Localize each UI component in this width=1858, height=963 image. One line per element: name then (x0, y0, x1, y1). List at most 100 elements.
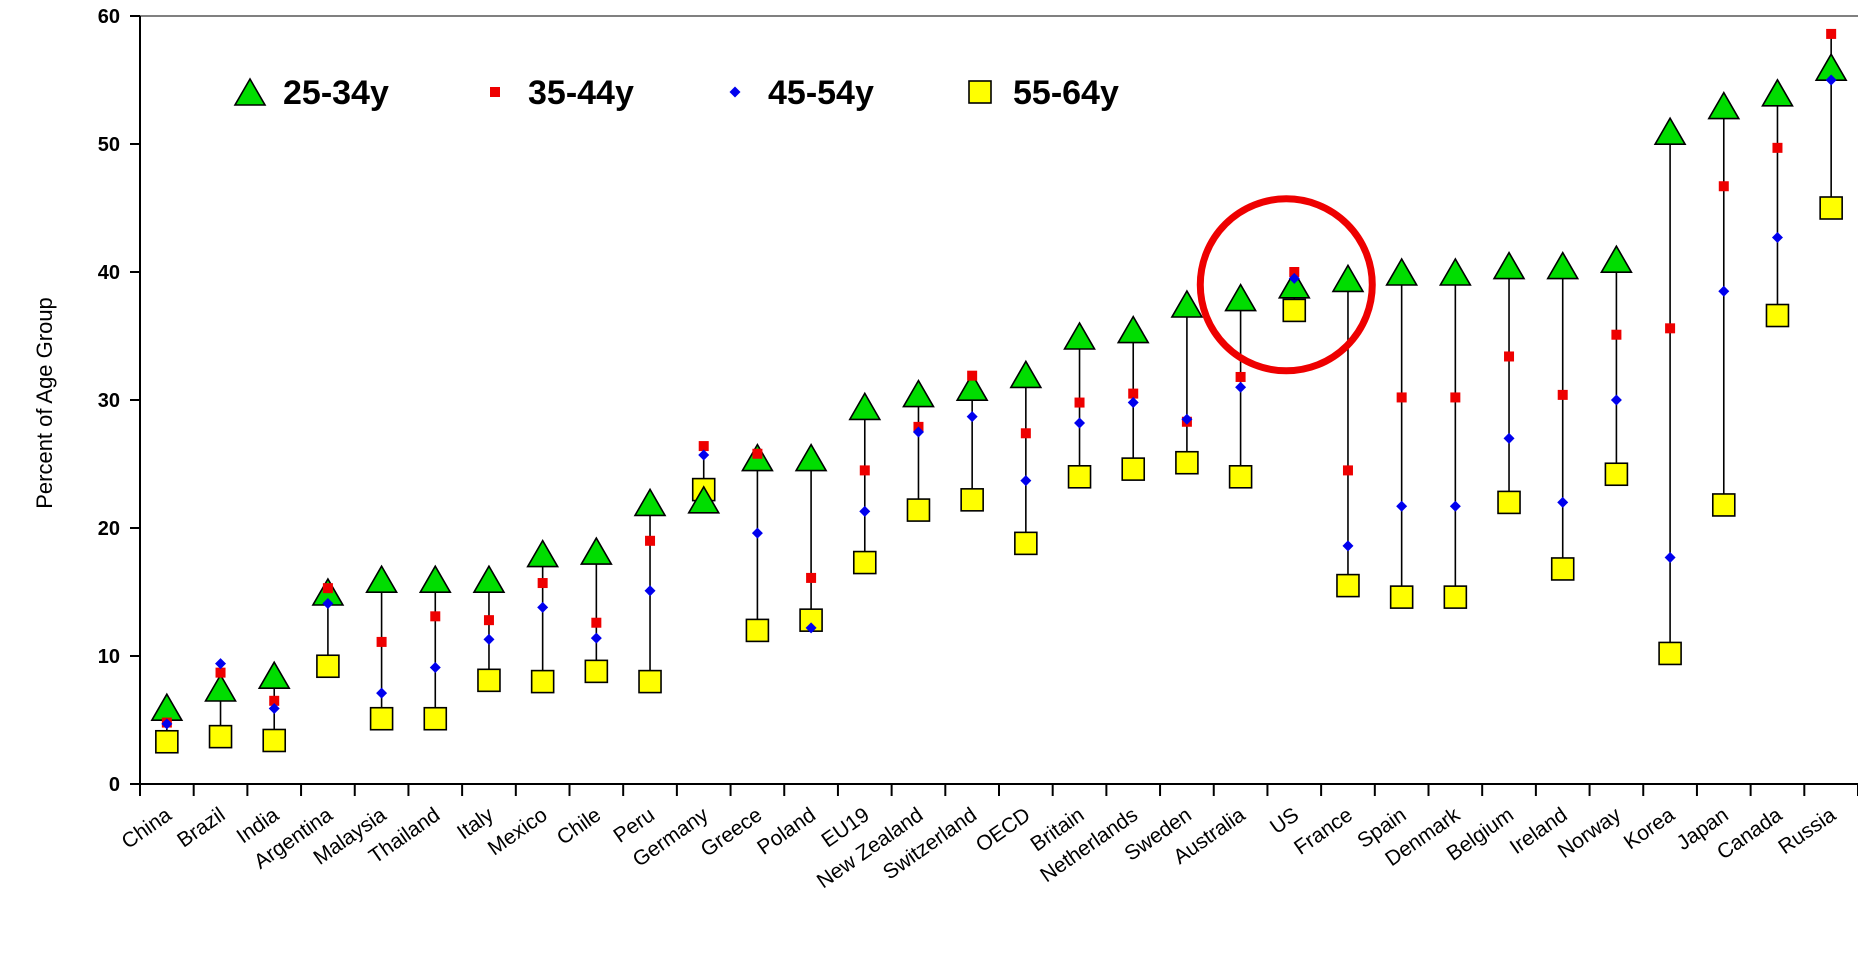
data-point-25-34y (1277, 270, 1311, 299)
data-point-45-54y (161, 718, 173, 730)
legend-label: 55-64y (1013, 74, 1119, 112)
data-point-55-64y (423, 706, 448, 731)
data-point-25-34y (365, 564, 398, 594)
x-tick-label: Mexico (484, 803, 552, 860)
data-point-35-44y (859, 465, 870, 476)
data-point-35-44y (806, 572, 817, 583)
data-point-25-34y (955, 372, 989, 402)
x-tick-label: US (1266, 803, 1303, 839)
data-point-35-44y (1450, 392, 1461, 403)
data-point-25-34y (526, 538, 560, 568)
data-point-45-54y (1825, 74, 1837, 86)
data-point-35-44y (1557, 389, 1568, 400)
data-point-55-64y (1121, 457, 1146, 481)
data-point-55-64y (1711, 493, 1736, 517)
data-point-55-64y (1658, 641, 1682, 666)
data-point-55-64y (1014, 531, 1038, 556)
legend-marker-35-44y (490, 87, 500, 97)
data-point-45-54y (1503, 432, 1515, 444)
data-point-25-34y (1492, 250, 1526, 280)
x-tick-label: OECD (972, 803, 1035, 857)
data-point-25-34y (1438, 257, 1472, 286)
data-point-25-34y (1331, 263, 1365, 293)
data-point-45-54y (859, 505, 871, 517)
data-marks (150, 28, 1848, 754)
x-tick-label: France (1290, 803, 1357, 859)
y-tick-label: 40 (98, 262, 120, 284)
data-point-45-54y (1557, 496, 1569, 508)
data-point-45-54y (268, 702, 280, 714)
data-point-55-64y (1443, 585, 1468, 609)
data-point-35-44y (376, 636, 387, 647)
data-point-45-54y (483, 633, 495, 645)
data-point-45-54y (1771, 231, 1783, 243)
data-point-55-64y (262, 728, 287, 753)
data-point-25-34y (472, 564, 506, 594)
data-point-35-44y (1235, 371, 1246, 382)
data-point-45-54y (590, 632, 602, 644)
data-point-25-34y (1170, 289, 1204, 318)
data-point-35-44y (698, 441, 709, 452)
data-point-35-44y (1826, 28, 1837, 39)
x-tick-label: Russia (1774, 803, 1840, 859)
data-point-55-64y (530, 669, 555, 694)
data-point-45-54y (1181, 413, 1193, 425)
y-tick-label: 50 (98, 134, 120, 156)
data-point-45-54y (1396, 500, 1408, 512)
data-point-35-44y (1128, 388, 1139, 399)
data-point-35-44y (1665, 323, 1676, 334)
data-point-25-34y (848, 391, 882, 421)
y-axis-label: Percent of Age Group (32, 297, 57, 509)
data-point-35-44y (430, 611, 441, 622)
data-point-35-44y (269, 695, 280, 706)
data-point-35-44y (1718, 181, 1729, 192)
data-point-25-34y (1385, 257, 1419, 286)
data-point-35-44y (1020, 428, 1031, 439)
highlight-circle (1196, 195, 1376, 375)
y-axis-label-group: Percent of Age Group (32, 297, 57, 509)
data-point-35-44y (1289, 267, 1300, 277)
data-point-25-34y (257, 660, 291, 690)
data-point-55-64y (369, 706, 394, 731)
highlight-layer (1196, 195, 1376, 375)
data-point-35-44y (1074, 397, 1085, 408)
legend-label: 45-54y (768, 74, 874, 112)
data-point-35-44y (322, 583, 333, 594)
data-point-35-44y (1611, 329, 1622, 340)
data-point-25-34y (204, 673, 237, 702)
y-tick-label: 0 (109, 774, 120, 796)
data-point-45-54y (1020, 475, 1032, 487)
data-point-25-34y (794, 442, 828, 472)
data-point-45-54y (1449, 500, 1461, 512)
data-point-55-64y (1550, 557, 1575, 581)
data-point-25-34y (1600, 244, 1633, 274)
y-tick-label: 60 (98, 6, 120, 28)
legend-label: 25-34y (283, 74, 389, 112)
data-point-35-44y (752, 448, 763, 459)
data-point-45-54y (1718, 285, 1730, 297)
data-point-25-34y (1224, 282, 1257, 312)
data-point-55-64y (1604, 462, 1629, 487)
data-point-45-54y (1664, 551, 1676, 563)
legend-marker-25-34y (233, 77, 267, 106)
data-point-55-64y (1765, 303, 1790, 328)
data-point-35-44y (1504, 351, 1515, 362)
data-point-45-54y (751, 527, 763, 539)
x-tick-label: Poland (753, 803, 820, 859)
data-point-45-54y (1288, 272, 1300, 284)
data-point-45-54y (215, 658, 227, 670)
data-point-45-54y (376, 687, 388, 699)
data-point-55-64y (1497, 490, 1521, 515)
data-point-35-44y (967, 370, 978, 381)
x-tick-label: China (118, 803, 176, 853)
data-point-25-34y (1707, 90, 1741, 120)
data-point-45-54y (698, 449, 710, 461)
x-tick-label: Greece (697, 803, 767, 861)
data-point-45-54y (966, 411, 978, 423)
data-point-55-64y (1067, 464, 1092, 489)
x-tick-label: Norway (1554, 803, 1626, 863)
data-point-35-44y (537, 578, 548, 589)
data-point-45-54y (322, 598, 334, 610)
data-point-25-34y (1009, 359, 1043, 389)
data-point-25-34y (1653, 116, 1687, 145)
